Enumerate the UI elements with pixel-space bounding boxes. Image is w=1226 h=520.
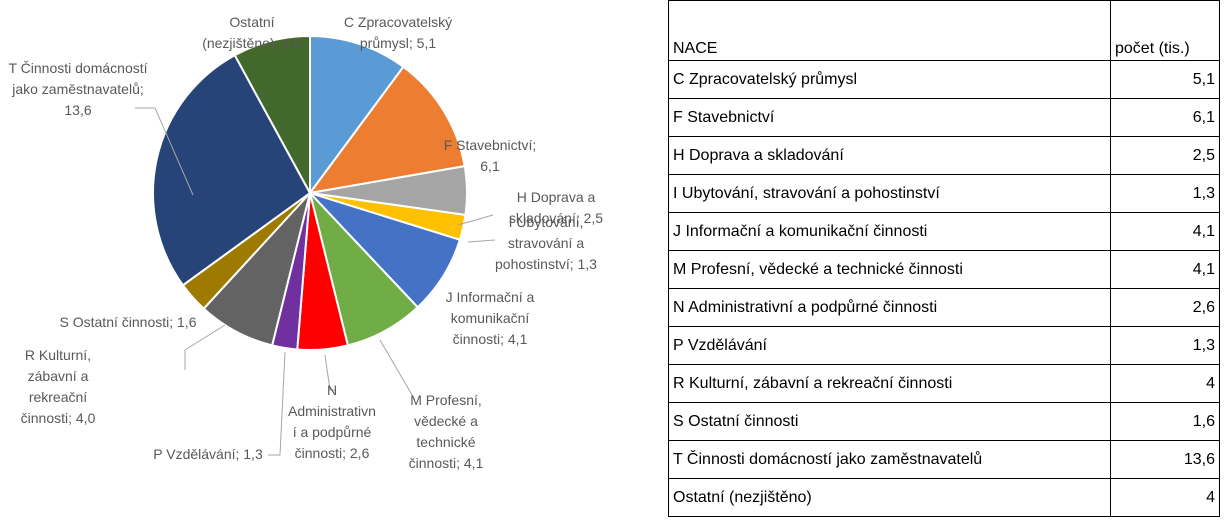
name-cell: P Vzdělávání xyxy=(668,326,1111,365)
slice-label: R Kulturní, zábavní a rekreační činnosti… xyxy=(20,347,96,426)
name-cell: M Profesní, vědecké a technické činnosti xyxy=(668,250,1111,289)
slice-label: M Profesní, vědecké a technické činnosti… xyxy=(408,392,484,471)
pie-slice xyxy=(233,34,311,194)
slice-label: Ostatní (nezjištěno); 4,0 xyxy=(202,14,302,51)
leader-line xyxy=(379,339,416,401)
header-row: NACE počet (tis.) xyxy=(668,0,1220,61)
value-cell: 1,6 xyxy=(1110,402,1220,441)
slice-label: C Zpracovatelský průmysl; 5,1 xyxy=(343,14,453,51)
table-row: J Informační a komunikační činnosti 4,1 xyxy=(668,212,1220,251)
table-row: H Doprava a skladování 2,5 xyxy=(668,136,1220,175)
value-cell: 4,1 xyxy=(1110,250,1220,289)
value-cell: 6,1 xyxy=(1110,98,1220,137)
slice-label: P Vzdělávání; 1,3 xyxy=(153,446,263,462)
table-row: S Ostatní činnosti 1,6 xyxy=(668,402,1220,441)
table-row: N Administrativní a podpůrné činnosti 2,6 xyxy=(668,288,1220,327)
table-row: I Ubytování, stravování a pohostinství 1,… xyxy=(668,174,1220,213)
slice-label: T Činnosti domácností jako zaměstnavatel… xyxy=(8,60,148,118)
value-cell: 4 xyxy=(1110,364,1220,403)
name-cell: C Zpracovatelský průmysl xyxy=(668,60,1111,99)
leader-line xyxy=(135,107,194,196)
name-cell: R Kulturní, zábavní a rekreační činnosti xyxy=(668,364,1111,403)
leader-line xyxy=(457,214,494,226)
table-row: P Vzdělávání 1,3 xyxy=(668,326,1220,365)
name-cell: N Administrativní a podpůrné činnosti xyxy=(668,288,1111,327)
pie-slice xyxy=(307,65,466,195)
name-cell: H Doprava a skladování xyxy=(668,136,1111,175)
leader-line xyxy=(268,351,286,456)
value-cell: 1,3 xyxy=(1110,326,1220,365)
leader-line xyxy=(184,324,226,370)
value-cell: 1,3 xyxy=(1110,174,1220,213)
slice-label: F Stavebnictví; 6,1 xyxy=(443,137,537,174)
value-cell: 5,1 xyxy=(1110,60,1220,99)
slice-label: J Informační a komunikační činnosti; 4,1 xyxy=(445,289,535,347)
slice-label: H Doprava a skladování; 2,5 xyxy=(508,189,604,226)
name-cell: NACE xyxy=(668,0,1111,61)
slice-label: I Ubytování, stravování a pohostinství; … xyxy=(495,214,597,272)
data-table: NACE počet (tis.) C Zpracovatelský průmysl… xyxy=(668,0,1220,517)
pie-canvas xyxy=(135,34,496,456)
name-cell: S Ostatní činnosti xyxy=(668,402,1111,441)
leader-line xyxy=(467,239,496,243)
name-cell: J Informační a komunikační činnosti xyxy=(668,212,1111,251)
slice-label: N Administrativní a podpůrné činnosti; 2… xyxy=(288,382,376,461)
value-cell: 4,1 xyxy=(1110,212,1220,251)
table-row: C Zpracovatelský průmysl 5,1 xyxy=(668,60,1220,99)
table-row: T Činnosti domácností jako zaměstnavatel… xyxy=(668,440,1220,479)
leader-line xyxy=(324,354,336,391)
value-cell: 4 xyxy=(1110,478,1220,517)
name-cell: Ostatní (nezjištěno) xyxy=(668,478,1111,517)
table-row: M Profesní, vědecké a technické činnosti… xyxy=(668,250,1220,289)
name-cell: F Stavebnictví xyxy=(668,98,1111,137)
name-cell: T Činnosti domácností jako zaměstnavatel… xyxy=(668,440,1111,479)
value-cell: počet (tis.) xyxy=(1110,0,1220,61)
pie-slice xyxy=(152,53,312,287)
pie-chart: C Zpracovatelský průmysl; 5,1 F Stavebnic… xyxy=(8,14,604,471)
pie-slice xyxy=(309,34,405,197)
table-row: Ostatní (nezjištěno) 4 xyxy=(668,478,1220,517)
slice-label: S Ostatní činnosti; 1,6 xyxy=(59,314,197,330)
value-cell: 2,6 xyxy=(1110,288,1220,327)
value-cell: 13,6 xyxy=(1110,440,1220,479)
table-row: F Stavebnictví 6,1 xyxy=(668,98,1220,137)
name-cell: I Ubytování, stravování a pohostinství xyxy=(668,174,1111,213)
table-row: R Kulturní, zábavní a rekreační činnosti… xyxy=(668,364,1220,403)
value-cell: 2,5 xyxy=(1110,136,1220,175)
